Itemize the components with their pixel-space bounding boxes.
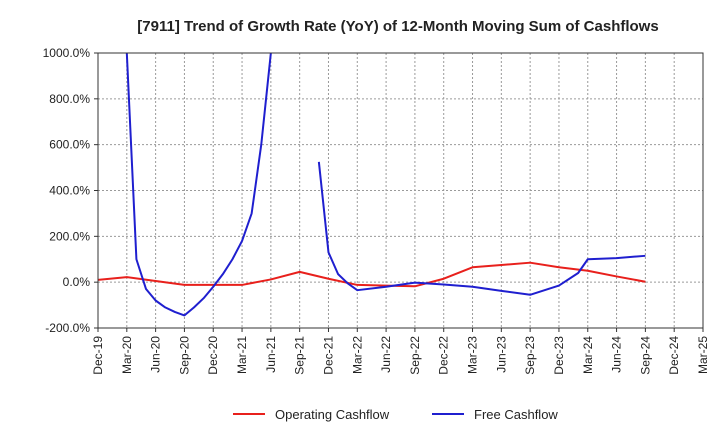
chart-title: [7911] Trend of Growth Rate (YoY) of 12-… (137, 18, 658, 35)
x-tick-label: Dec-22 (437, 336, 451, 375)
y-tick-label: 800.0% (49, 92, 90, 106)
x-tick-label: Dec-21 (321, 336, 335, 375)
x-tick-label: Mar-21 (235, 336, 249, 374)
legend: Operating Cashflow Free Cashflow (233, 407, 558, 422)
x-tick-label: Sep-24 (638, 336, 652, 375)
gridlines (97, 52, 704, 329)
y-tick-label: 400.0% (49, 184, 90, 198)
x-tick-label: Jun-20 (149, 336, 163, 373)
x-tick-label: Jun-23 (494, 336, 508, 373)
free-cashflow-line (125, 53, 272, 317)
x-tick-label: Dec-19 (91, 336, 105, 375)
x-tick-label: Mar-20 (120, 336, 134, 374)
legend-label-operating-cashflow: Operating Cashflow (275, 407, 390, 422)
x-tick-label: Jun-21 (264, 336, 278, 373)
y-tick-label: 0.0% (63, 275, 91, 289)
operating-cashflow-line (98, 261, 646, 288)
x-tick-label: Dec-20 (206, 336, 220, 375)
y-tick-label: 1000.0% (43, 46, 91, 60)
y-axis-ticks: 1000.0% 800.0% 600.0% 400.0% 200.0% 0.0% -200.… (43, 46, 98, 335)
x-axis-ticks: Dec-19 Mar-20 Jun-20 Sep-20 Dec-20 Mar-21 Jun-… (91, 328, 710, 375)
x-tick-label: Sep-22 (408, 336, 422, 375)
x-tick-label: Jun-22 (379, 336, 393, 373)
free-cashflow-line (317, 161, 646, 296)
y-tick-label: 600.0% (49, 138, 90, 152)
x-tick-label: Sep-23 (523, 336, 537, 375)
x-tick-label: Mar-25 (696, 336, 710, 374)
x-tick-label: Jun-24 (610, 336, 624, 373)
x-tick-label: Dec-24 (667, 336, 681, 375)
x-tick-label: Sep-21 (293, 336, 307, 375)
y-tick-label: -200.0% (45, 321, 90, 335)
x-tick-label: Mar-22 (350, 336, 364, 374)
legend-label-free-cashflow: Free Cashflow (474, 407, 558, 422)
x-tick-label: Mar-24 (581, 336, 595, 374)
x-tick-label: Mar-23 (466, 336, 480, 374)
y-tick-label: 200.0% (49, 229, 90, 243)
series-lines (98, 53, 646, 317)
x-tick-label: Sep-20 (177, 336, 191, 375)
x-tick-label: Dec-23 (552, 336, 566, 375)
